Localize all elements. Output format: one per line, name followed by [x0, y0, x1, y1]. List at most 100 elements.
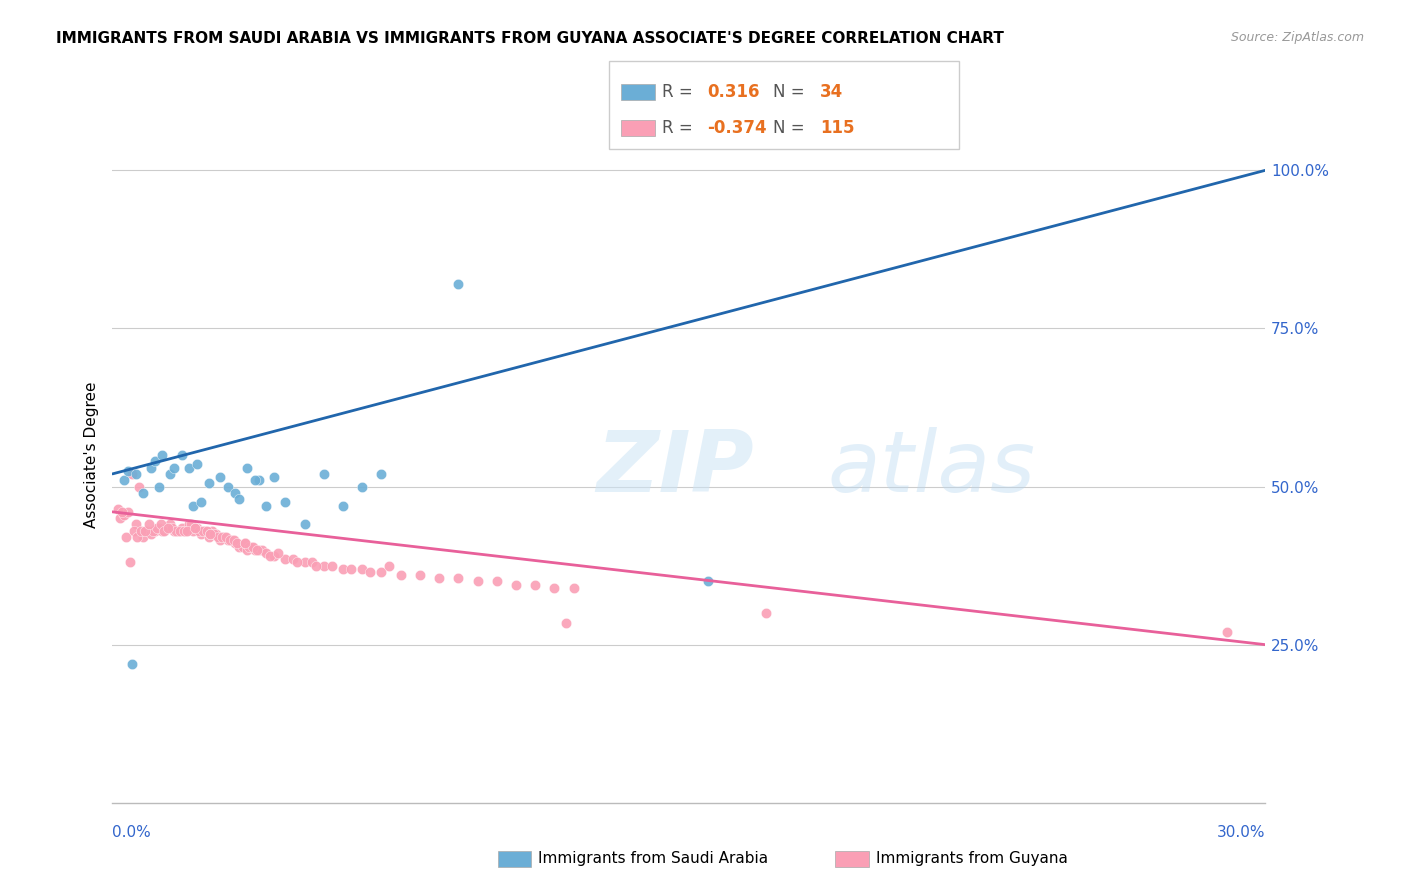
Point [242, 540, 264, 554]
Point [409, 568, 432, 582]
Point [218, 533, 240, 548]
Text: N =: N = [773, 119, 810, 136]
Point [143, 524, 166, 538]
Point [378, 558, 401, 573]
Point [155, 521, 177, 535]
Point [370, 565, 392, 579]
Text: -0.374: -0.374 [707, 119, 766, 136]
Point [447, 277, 470, 292]
Point [191, 524, 214, 538]
Point [142, 524, 165, 538]
Point [173, 524, 195, 538]
Point [301, 556, 323, 570]
Point [217, 479, 239, 493]
Point [332, 499, 354, 513]
Point [1216, 625, 1239, 640]
Point [111, 505, 134, 519]
Point [247, 473, 270, 487]
Text: 115: 115 [820, 119, 855, 136]
Point [263, 470, 285, 484]
Point [190, 527, 212, 541]
Point [467, 574, 489, 589]
Point [555, 615, 578, 630]
Y-axis label: Associate's Degree: Associate's Degree [83, 382, 98, 528]
Point [228, 492, 250, 507]
Point [339, 562, 361, 576]
Point [197, 530, 219, 544]
Point [352, 479, 374, 493]
Text: 30.0%: 30.0% [1218, 825, 1265, 840]
Point [181, 499, 204, 513]
Point [117, 464, 139, 478]
Point [184, 521, 207, 535]
Point [359, 565, 381, 579]
Point [186, 521, 208, 535]
Point [263, 549, 285, 563]
Point [176, 524, 198, 538]
Point [157, 521, 180, 535]
Text: Immigrants from Saudi Arabia: Immigrants from Saudi Arabia [538, 851, 769, 865]
Point [148, 521, 170, 535]
Point [128, 479, 150, 493]
Point [236, 460, 259, 475]
Point [118, 556, 141, 570]
Point [200, 527, 222, 541]
Point [149, 517, 172, 532]
Point [233, 536, 256, 550]
Point [212, 530, 235, 544]
Text: R =: R = [662, 119, 699, 136]
Point [163, 460, 186, 475]
Point [186, 458, 208, 472]
Point [195, 524, 218, 538]
Text: ZIP: ZIP [596, 427, 755, 510]
Point [108, 511, 131, 525]
Point [181, 524, 204, 538]
Point [107, 501, 129, 516]
Point [352, 562, 374, 576]
Point [180, 517, 202, 532]
Point [112, 473, 135, 487]
Point [226, 536, 249, 550]
Point [505, 577, 527, 591]
Point [201, 524, 224, 538]
Point [485, 574, 508, 589]
Text: IMMIGRANTS FROM SAUDI ARABIA VS IMMIGRANTS FROM GUYANA ASSOCIATE'S DEGREE CORREL: IMMIGRANTS FROM SAUDI ARABIA VS IMMIGRAN… [56, 31, 1004, 46]
Point [245, 542, 267, 557]
Point [190, 495, 212, 509]
Text: 0.316: 0.316 [707, 83, 759, 101]
Point [148, 479, 170, 493]
Point [232, 540, 254, 554]
Point [139, 527, 162, 541]
Text: 34: 34 [820, 83, 844, 101]
Point [524, 577, 547, 591]
Point [166, 524, 188, 538]
Text: N =: N = [773, 83, 810, 101]
Point [136, 524, 159, 538]
Point [543, 581, 565, 595]
Point [370, 467, 392, 481]
Point [281, 552, 304, 566]
Point [170, 448, 193, 462]
Point [179, 517, 201, 532]
Text: 0.0%: 0.0% [112, 825, 152, 840]
Point [228, 540, 250, 554]
Point [121, 657, 143, 671]
Point [153, 524, 176, 538]
Point [222, 533, 245, 548]
Point [447, 571, 470, 585]
Point [112, 508, 135, 522]
Point [163, 524, 186, 538]
Point [152, 448, 174, 462]
Point [134, 524, 156, 538]
Point [562, 581, 585, 595]
Text: R =: R = [662, 83, 699, 101]
Point [294, 517, 316, 532]
Point [197, 476, 219, 491]
Point [224, 486, 246, 500]
Point [139, 460, 162, 475]
Point [259, 549, 281, 563]
Point [427, 571, 450, 585]
Point [321, 558, 343, 573]
Point [312, 558, 335, 573]
Point [122, 524, 145, 538]
